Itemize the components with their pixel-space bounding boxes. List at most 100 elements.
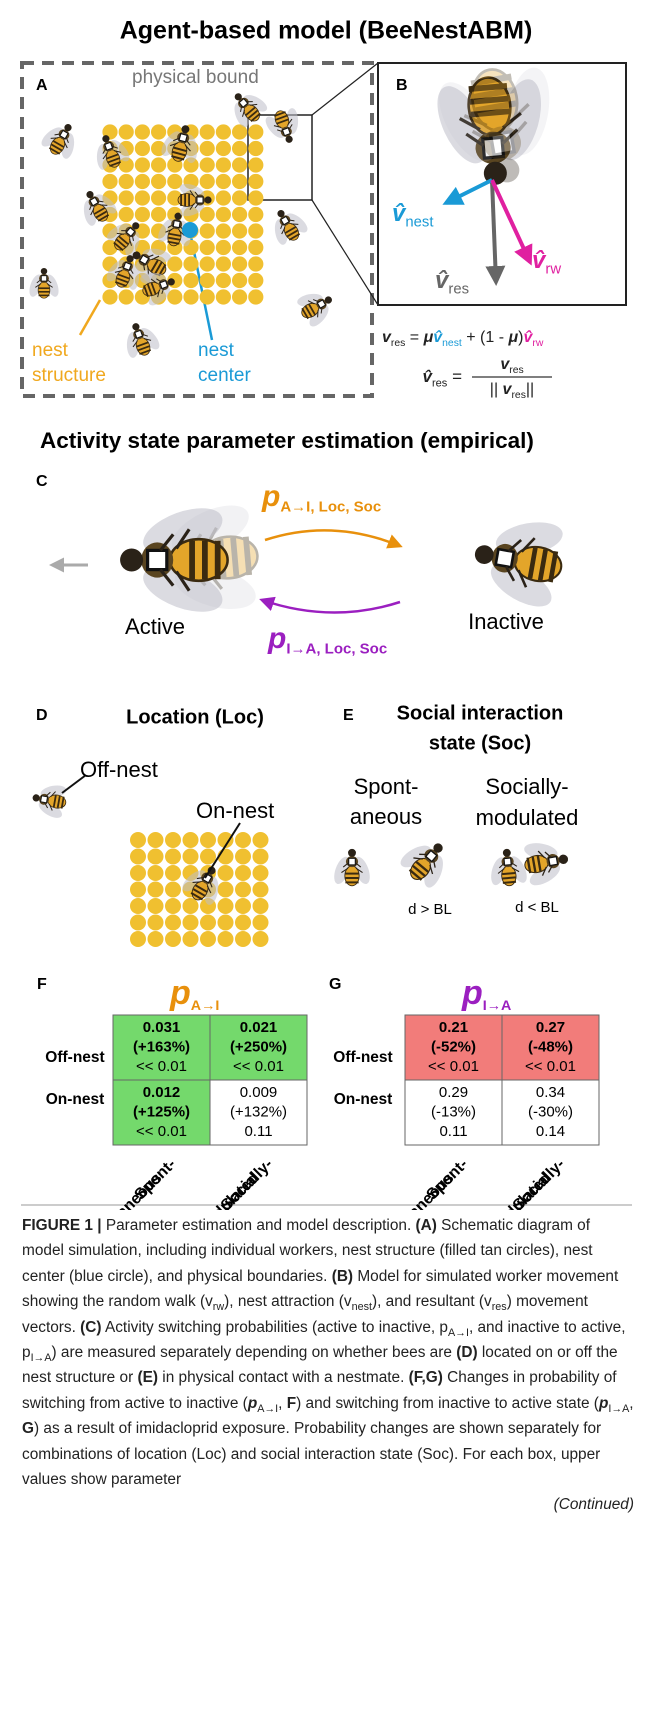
bee-head bbox=[473, 544, 495, 566]
caption-text: ), and resultant (v bbox=[372, 1293, 492, 1310]
nest-cell bbox=[130, 882, 146, 898]
nest-cell bbox=[135, 124, 150, 139]
bee-tag bbox=[496, 549, 514, 567]
nest-cell bbox=[119, 190, 134, 205]
nest-cell bbox=[200, 256, 215, 271]
distance-label: d > BL bbox=[408, 901, 452, 918]
nest-cell bbox=[130, 915, 146, 931]
figure: Agent-based model (BeeNestABM)Aphysical … bbox=[0, 0, 652, 1210]
nest-cell bbox=[235, 931, 251, 947]
formula-part: A→I bbox=[191, 998, 220, 1014]
bee-stripe bbox=[39, 291, 50, 293]
nest-cell bbox=[165, 915, 181, 931]
bee-stripe bbox=[180, 194, 182, 206]
nest-cell bbox=[130, 849, 146, 865]
nest-cell bbox=[248, 289, 263, 304]
bee-stripe bbox=[202, 541, 208, 579]
nest-cell bbox=[218, 931, 234, 947]
nest-cell bbox=[216, 157, 231, 172]
formula-part: I→A bbox=[483, 998, 512, 1014]
cell-text: 0.14 bbox=[536, 1123, 565, 1140]
bee-head bbox=[204, 196, 211, 203]
equation: v̂res = bbox=[423, 367, 463, 389]
cell-text: (+125%) bbox=[133, 1103, 190, 1120]
state-label: Inactive bbox=[468, 609, 544, 634]
nest-cell bbox=[235, 898, 251, 914]
nest-cell bbox=[151, 174, 166, 189]
nest-cell bbox=[253, 915, 269, 931]
nest-cell bbox=[248, 223, 263, 238]
nest-cell bbox=[148, 898, 164, 914]
nest-cell bbox=[235, 832, 251, 848]
nest-cell bbox=[216, 124, 231, 139]
nest-cell bbox=[218, 882, 234, 898]
nest-cell bbox=[151, 190, 166, 205]
section-title: Activity state parameter estimation (emp… bbox=[40, 428, 534, 453]
nest-cell bbox=[135, 190, 150, 205]
nest-cell bbox=[148, 865, 164, 881]
panel-label: F bbox=[37, 976, 47, 993]
caption-text: ), nest attraction (v bbox=[224, 1293, 351, 1310]
nest-cell bbox=[183, 849, 199, 865]
zoom-line bbox=[312, 63, 378, 115]
bee bbox=[466, 504, 570, 617]
nest-cell bbox=[165, 882, 181, 898]
formula-part: μ bbox=[423, 329, 434, 346]
nest-cell bbox=[232, 157, 247, 172]
nest-center-label: nest bbox=[198, 340, 235, 361]
panel-label: G bbox=[329, 976, 341, 993]
vector-nest bbox=[446, 180, 492, 203]
nest-structure-pointer bbox=[80, 300, 100, 335]
nest-cell bbox=[183, 273, 198, 288]
bee-head bbox=[32, 794, 40, 802]
formula-part: res bbox=[509, 365, 523, 376]
transition-label: pA→I, Loc, Soc bbox=[261, 480, 381, 516]
nest-cell bbox=[218, 915, 234, 931]
nest-cell bbox=[253, 832, 269, 848]
nest-cell bbox=[183, 915, 199, 931]
bee-tag bbox=[173, 221, 180, 228]
nest-cell bbox=[183, 289, 198, 304]
bee bbox=[520, 834, 572, 891]
nest-cell bbox=[253, 882, 269, 898]
bee-stripe bbox=[345, 881, 358, 883]
bee-head bbox=[558, 854, 569, 865]
bee-tag bbox=[41, 276, 46, 281]
cell-text: 0.34 bbox=[536, 1084, 565, 1101]
soc-label: modulated bbox=[476, 805, 579, 830]
bee-tag bbox=[349, 858, 356, 865]
nest-cell bbox=[200, 240, 215, 255]
nest-cell bbox=[253, 849, 269, 865]
bee-head bbox=[348, 849, 356, 857]
panel-label: D bbox=[36, 707, 48, 724]
nest-cell bbox=[148, 882, 164, 898]
caption-text: Parameter estimation and model descripti… bbox=[102, 1217, 416, 1234]
nest-cell bbox=[216, 190, 231, 205]
nest-cell bbox=[248, 174, 263, 189]
caption-text: p bbox=[248, 1395, 257, 1412]
cell-text: << 0.01 bbox=[233, 1058, 284, 1075]
nest-cell bbox=[216, 141, 231, 156]
caption-text: (A) bbox=[416, 1217, 437, 1234]
cell-text: 0.29 bbox=[439, 1084, 468, 1101]
caption-text: A→I bbox=[448, 1327, 469, 1339]
soc-label: aneous bbox=[350, 804, 422, 829]
nest-cell bbox=[218, 898, 234, 914]
formula-part: = bbox=[405, 329, 423, 346]
cell-text: (+132%) bbox=[230, 1103, 287, 1120]
nest-cell bbox=[130, 865, 146, 881]
nest-structure-label: nest bbox=[32, 340, 69, 361]
bee bbox=[425, 58, 573, 194]
nest-cell bbox=[232, 174, 247, 189]
state-label: Active bbox=[125, 614, 185, 639]
caption-text: (C) bbox=[80, 1319, 101, 1336]
bee bbox=[120, 499, 228, 621]
table-heading: pI→A bbox=[461, 974, 511, 1014]
nest-cell bbox=[232, 256, 247, 271]
nest-cell bbox=[216, 174, 231, 189]
nest-cell bbox=[253, 931, 269, 947]
caption-text: (E) bbox=[137, 1369, 158, 1386]
nest-cell bbox=[130, 832, 146, 848]
bee-tag bbox=[197, 197, 203, 203]
nest-cell bbox=[200, 124, 215, 139]
